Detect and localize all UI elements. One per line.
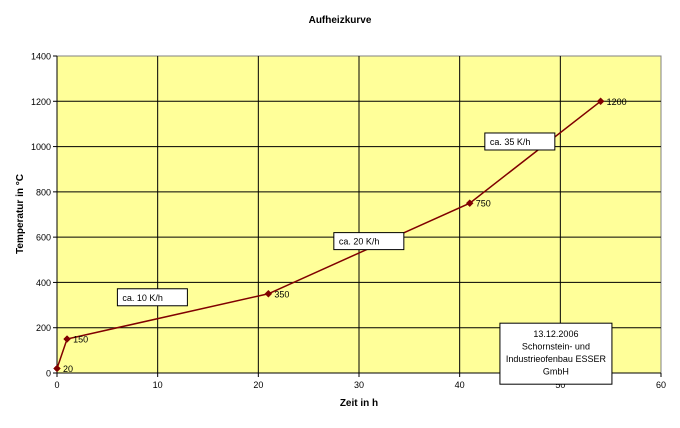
x-tick-label: 0 [54, 380, 59, 390]
info-box-line: Schornstein- und [522, 342, 590, 352]
annotation-frame [333, 232, 405, 251]
annotation-text: ca. 10 K/h [122, 293, 163, 303]
annotation-layer: ca. 10 K/h ca. 20 K/h ca. 35 K/h 13.12.2006… [116, 132, 613, 385]
x-tick-label: 60 [656, 380, 666, 390]
data-label: 1200 [607, 97, 627, 107]
x-axis-label: Zeit in h [340, 398, 378, 409]
info-box-line: Industrieofenbau ESSER [506, 354, 607, 364]
annotation-box: ca. 10 K/h [116, 288, 188, 307]
y-tick-label: 800 [36, 187, 51, 197]
y-axis-label: Temperatur in °C [15, 174, 26, 254]
annotation-frame [116, 288, 188, 307]
x-tick-label: 40 [455, 380, 465, 390]
data-label: 150 [73, 335, 88, 345]
data-point [596, 97, 605, 106]
annotation-text: ca. 35 K/h [490, 137, 531, 147]
info-box-frame [499, 322, 613, 385]
data-label: 750 [476, 199, 491, 209]
info-box-line: GmbH [543, 367, 569, 377]
y-tick-label: 200 [36, 323, 51, 333]
annotation-box: ca. 20 K/h [333, 232, 405, 251]
data-point [53, 364, 61, 373]
annotation-frame [484, 132, 556, 151]
info-box-line: 13.12.2006 [533, 329, 578, 339]
chart-title: Aufheizkurve [309, 15, 372, 26]
annotation-box: ca. 35 K/h [484, 132, 556, 151]
y-tick-label: 400 [36, 278, 51, 288]
y-tick-label: 1400 [31, 52, 51, 62]
x-tick-label: 50 [555, 380, 565, 390]
y-tick-label: 1000 [31, 142, 51, 152]
x-tick-label: 30 [354, 380, 364, 390]
data-label: 350 [274, 289, 289, 299]
data-point [63, 335, 71, 343]
annotation-text: ca. 20 K/h [339, 237, 380, 247]
info-box: 13.12.2006 Schornstein- und Industrieofenb… [499, 322, 613, 385]
x-tick-label: 10 [153, 380, 163, 390]
y-tick-label: 600 [36, 233, 51, 243]
data-point [264, 289, 273, 298]
y-tick-label: 1200 [31, 97, 51, 107]
data-point [465, 199, 474, 208]
x-tick-label: 20 [253, 380, 263, 390]
data-label: 20 [63, 364, 73, 374]
axis-layer: 0 200 400 600 800 1000 1200 1400 0 10 20 30 40 50 60 [31, 52, 666, 391]
y-tick-label: 0 [46, 369, 51, 379]
series-layer: 20 150 350 750 1200 [53, 97, 627, 374]
